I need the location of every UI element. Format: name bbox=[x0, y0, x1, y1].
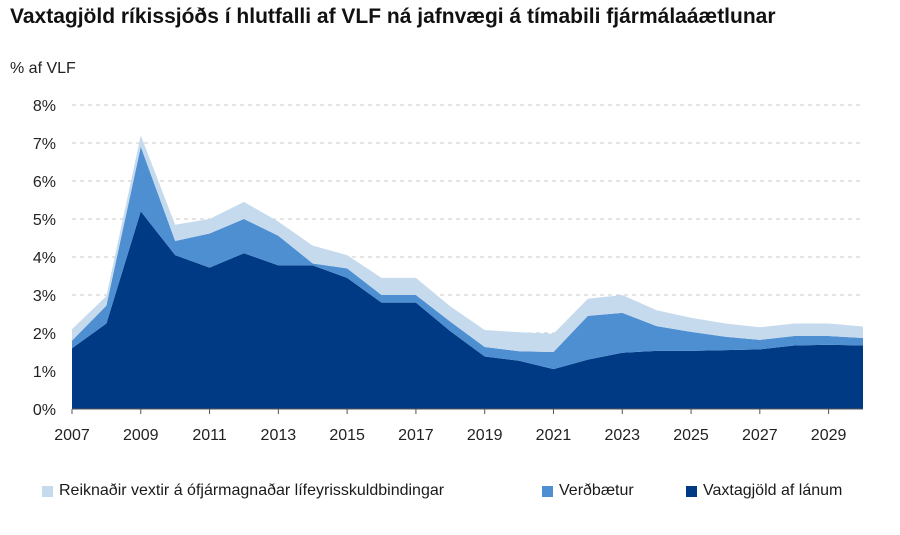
x-tick-label: 2009 bbox=[123, 427, 159, 444]
y-tick-label: 4% bbox=[33, 250, 56, 267]
series-area-3 bbox=[72, 135, 863, 352]
y-tick-label: 7% bbox=[33, 136, 56, 153]
y-tick-label: 5% bbox=[33, 212, 56, 229]
x-tick-label: 2015 bbox=[329, 427, 365, 444]
chart-title: Vaxtagjöld ríkissjóðs í hlutfalli af VLF… bbox=[10, 5, 776, 28]
legend-item-pension-interest: Reiknaðir vextir á ófjármagnaðar lífeyri… bbox=[42, 482, 444, 500]
stacked-areas bbox=[72, 135, 863, 409]
legend-swatch-loan-interest bbox=[686, 485, 697, 497]
x-tick-label: 2019 bbox=[467, 427, 503, 444]
legend-swatch-indexation bbox=[542, 485, 553, 497]
legend-item-indexation: Verðbætur bbox=[542, 482, 634, 500]
legend-item-loan-interest: Vaxtagjöld af lánum bbox=[686, 482, 842, 500]
y-tick-label: 2% bbox=[33, 326, 56, 343]
x-tick-label: 2013 bbox=[261, 427, 297, 444]
legend-label-loan-interest: Vaxtagjöld af lánum bbox=[703, 482, 843, 499]
legend-label-pension-interest: Reiknaðir vextir á ófjármagnaðar lífeyri… bbox=[59, 482, 445, 499]
x-tick-label: 2017 bbox=[398, 427, 434, 444]
y-tick-label: 6% bbox=[33, 174, 56, 191]
y-tick-label: 1% bbox=[33, 364, 56, 381]
x-tick-label: 2011 bbox=[192, 427, 227, 444]
legend-label-indexation: Verðbætur bbox=[559, 482, 634, 499]
x-tick-label: 2025 bbox=[673, 427, 709, 444]
y-axis-unit-label: % af VLF bbox=[10, 60, 76, 77]
series-area-2 bbox=[72, 146, 863, 370]
x-tick-label: 2027 bbox=[742, 427, 778, 444]
axes: 0% 1% 2% 3% 4% 5% 6% 7% 8% 2007 2009 2011 2013 2015 20… bbox=[33, 98, 863, 444]
x-tick-label: 2029 bbox=[811, 427, 847, 444]
y-tick-label: 8% bbox=[33, 98, 56, 115]
y-tick-label: 0% bbox=[33, 402, 56, 419]
area-chart: 0% 1% 2% 3% 4% 5% 6% 7% 8% 2007 2009 2011 2013 2015 20… bbox=[33, 98, 863, 444]
x-tick-label: 2023 bbox=[604, 427, 640, 444]
x-tick-label: 2021 bbox=[536, 427, 572, 444]
legend-swatch-pension-interest bbox=[42, 485, 53, 497]
y-tick-label: 3% bbox=[33, 288, 56, 305]
series-area-1 bbox=[72, 211, 863, 409]
x-tick-label: 2007 bbox=[54, 427, 90, 444]
